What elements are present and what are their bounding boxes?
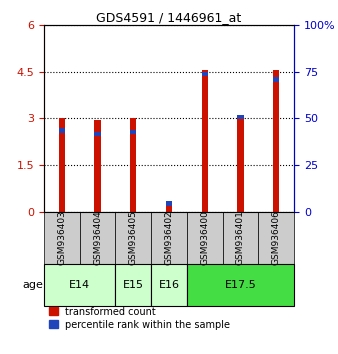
Text: GSM936406: GSM936406 bbox=[272, 211, 281, 266]
Text: GSM936402: GSM936402 bbox=[165, 211, 173, 266]
Bar bbox=[166, 206, 172, 212]
Bar bbox=[166, 201, 172, 206]
Bar bbox=[201, 70, 208, 212]
FancyBboxPatch shape bbox=[44, 212, 80, 264]
Text: E16: E16 bbox=[159, 280, 179, 290]
Text: E17.5: E17.5 bbox=[224, 280, 256, 290]
Text: E15: E15 bbox=[123, 280, 144, 290]
Bar bbox=[94, 132, 101, 136]
FancyBboxPatch shape bbox=[258, 212, 294, 264]
FancyBboxPatch shape bbox=[151, 212, 187, 264]
FancyBboxPatch shape bbox=[187, 212, 223, 264]
Text: GSM936400: GSM936400 bbox=[200, 211, 209, 266]
Text: GSM936403: GSM936403 bbox=[57, 211, 66, 266]
Bar bbox=[130, 118, 137, 212]
FancyBboxPatch shape bbox=[80, 212, 115, 264]
Text: GSM936404: GSM936404 bbox=[93, 211, 102, 266]
Bar bbox=[237, 119, 244, 212]
Text: age: age bbox=[22, 280, 43, 290]
FancyBboxPatch shape bbox=[187, 264, 294, 306]
Bar bbox=[237, 115, 244, 119]
Bar bbox=[273, 77, 280, 82]
FancyBboxPatch shape bbox=[223, 212, 258, 264]
Text: E14: E14 bbox=[69, 280, 90, 290]
FancyBboxPatch shape bbox=[151, 264, 187, 306]
Bar bbox=[94, 120, 101, 212]
Bar bbox=[58, 128, 65, 132]
Text: GSM936405: GSM936405 bbox=[129, 211, 138, 266]
FancyBboxPatch shape bbox=[115, 264, 151, 306]
Legend: transformed count, percentile rank within the sample: transformed count, percentile rank withi… bbox=[49, 307, 230, 330]
Title: GDS4591 / 1446961_at: GDS4591 / 1446961_at bbox=[96, 11, 242, 24]
Bar bbox=[58, 118, 65, 212]
Bar bbox=[201, 72, 208, 76]
FancyBboxPatch shape bbox=[115, 212, 151, 264]
FancyBboxPatch shape bbox=[44, 264, 115, 306]
Bar bbox=[273, 70, 280, 212]
Text: GSM936401: GSM936401 bbox=[236, 211, 245, 266]
Bar bbox=[130, 130, 137, 135]
